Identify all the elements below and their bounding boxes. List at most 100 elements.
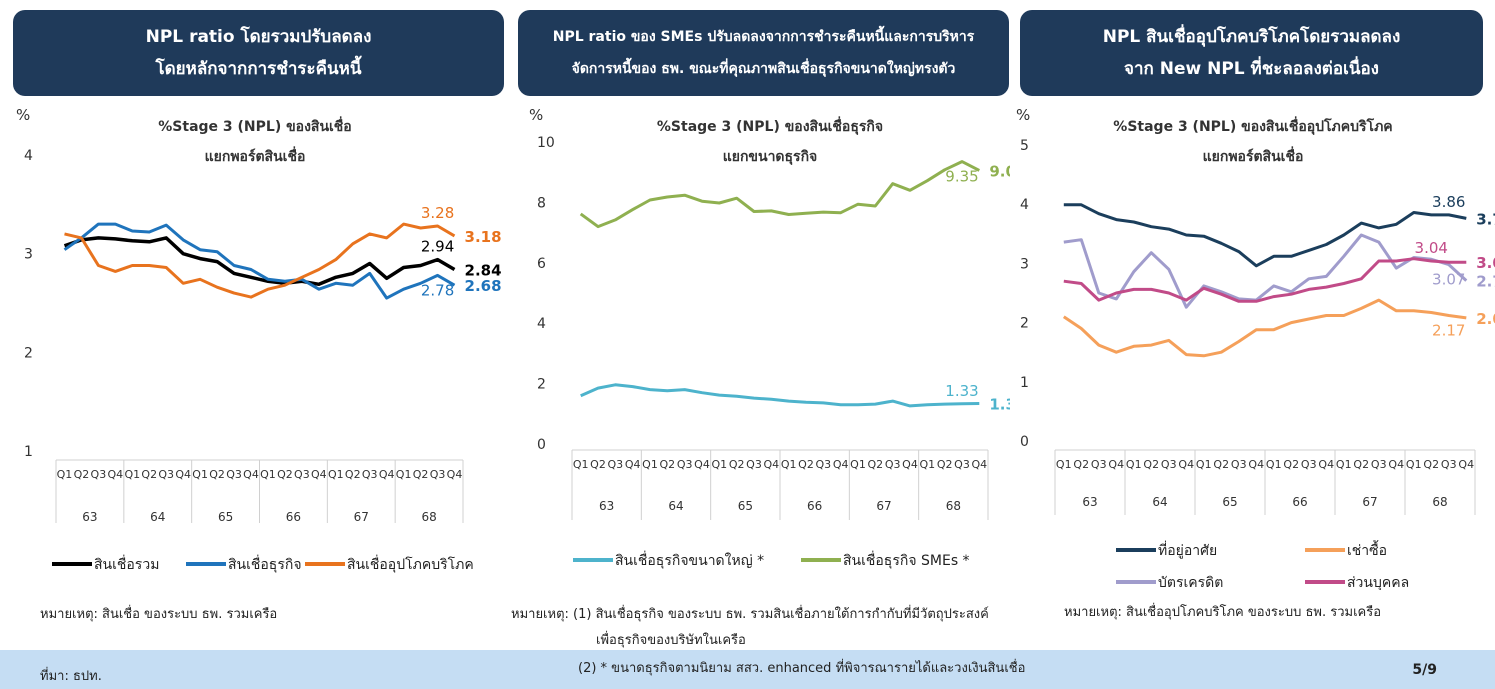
header-panel-2: NPL ratio ของ SMEs ปรับลดลงจากการชำระคืน… [518, 10, 1009, 96]
note-left: หมายเหตุ: สินเชื่อ ของระบบ ธพ. รวมเครือ [40, 607, 278, 622]
y-tick-label: 2 [537, 377, 546, 393]
y-unit-label: % [16, 106, 30, 124]
x-year-label: 65 [1222, 495, 1237, 509]
x-tick-label: Q4 [1458, 458, 1474, 471]
x-tick-label: Q4 [311, 468, 327, 481]
x-tick-label: Q2 [937, 458, 953, 471]
x-tick-label: Q3 [91, 468, 107, 481]
data-label: 2.78 [421, 281, 454, 299]
y-tick-label: 3 [24, 247, 33, 263]
y-tick-label: 5 [1020, 138, 1029, 154]
x-year-label: 64 [1152, 495, 1167, 509]
legend-label: สินเชื่อรวม [94, 555, 159, 573]
series-line [579, 160, 980, 229]
x-year-label: 63 [82, 510, 97, 524]
series-line [64, 222, 456, 299]
source-text: ที่มา: ธปท. [40, 669, 102, 684]
x-tick-label: Q1 [919, 458, 935, 471]
x-tick-label: Q2 [1423, 458, 1439, 471]
x-tick-label: Q3 [226, 468, 242, 481]
x-tick-label: Q4 [1248, 458, 1264, 471]
x-tick-label: Q2 [798, 458, 814, 471]
series-line [1063, 257, 1467, 303]
page-number: 5/9 [1412, 662, 1437, 678]
data-label: 3.07 [1432, 271, 1465, 289]
x-tick-label: Q2 [345, 468, 361, 481]
data-label: 3.28 [421, 204, 454, 222]
y-tick-label: 10 [537, 135, 555, 151]
chart-title-line1: %Stage 3 (NPL) ของสินเชื่อธุรกิจ [657, 116, 883, 135]
x-tick-label: Q1 [57, 468, 73, 481]
x-tick-label: Q1 [573, 458, 589, 471]
x-tick-label: Q2 [1143, 458, 1159, 471]
chart-title-line2: แยกขนาดธุรกิจ [723, 149, 818, 165]
x-tick-label: Q3 [607, 458, 623, 471]
series-line [63, 222, 456, 300]
x-tick-label: Q2 [277, 468, 293, 481]
x-year-label: 64 [668, 499, 683, 513]
y-tick-label: 6 [537, 256, 546, 272]
legend-label: สินเชื่ออุปโภคบริโภค [347, 555, 474, 573]
x-tick-label: Q1 [1126, 458, 1142, 471]
y-tick-label: 4 [1020, 197, 1029, 213]
x-tick-label: Q1 [711, 458, 727, 471]
x-year-label: 66 [807, 499, 822, 513]
legend-label: ส่วนบุคคล [1347, 575, 1409, 590]
header-panel-1: NPL ratio โดยรวมปรับลดลง โดยหลักจากการชำ… [13, 10, 504, 96]
data-label: 2.84 [465, 261, 502, 279]
x-tick-label: Q2 [1353, 458, 1369, 471]
x-tick-label: Q1 [192, 468, 208, 481]
x-tick-label: Q1 [124, 468, 140, 481]
data-label: 9.06 [989, 162, 1010, 180]
x-tick-label: Q1 [328, 468, 344, 481]
x-tick-label: Q4 [694, 458, 710, 471]
chart-npl-total: % %Stage 3 (NPL) ของสินเชื่อแยกพอร์ตสินเช… [16, 106, 502, 573]
footer-bar [0, 650, 1495, 689]
x-tick-label: Q3 [1371, 458, 1387, 471]
x-tick-label: Q1 [396, 468, 412, 481]
x-tick-label: Q4 [1108, 458, 1124, 471]
x-tick-label: Q3 [746, 458, 762, 471]
x-tick-label: Q2 [590, 458, 606, 471]
data-label: 2.08 [1476, 310, 1495, 328]
x-year-label: 65 [218, 510, 233, 524]
x-tick-label: Q3 [158, 468, 174, 481]
series-line [580, 383, 980, 408]
x-tick-label: Q4 [971, 458, 987, 471]
x-tick-label: Q3 [1231, 458, 1247, 471]
chart-npl-business: % %Stage 3 (NPL) ของสินเชื่อธุรกิจแยกขนาด… [529, 106, 1010, 569]
x-tick-label: Q1 [781, 458, 797, 471]
x-tick-label: Q3 [954, 458, 970, 471]
x-tick-label: Q2 [867, 458, 883, 471]
x-tick-label: Q3 [1161, 458, 1177, 471]
x-tick-label: Q2 [659, 458, 675, 471]
data-label: 3.04 [1415, 239, 1448, 257]
y-tick-label: 3 [1020, 256, 1029, 272]
data-label: 1.34 [989, 396, 1010, 414]
x-tick-label: Q3 [1441, 458, 1457, 471]
y-tick-label: 1 [24, 444, 33, 460]
x-tick-label: Q3 [885, 458, 901, 471]
y-tick-label: 2 [24, 345, 33, 361]
chart-title-line2: แยกพอร์ตสินเชื่อ [205, 146, 306, 165]
x-year-label: 67 [354, 510, 369, 524]
chart-title-line2: แยกพอร์ตสินเชื่อ [1203, 146, 1304, 165]
x-tick-label: Q3 [677, 458, 693, 471]
data-label: 3.86 [1432, 193, 1465, 211]
x-tick-label: Q1 [1056, 458, 1072, 471]
data-label: 9.35 [945, 168, 978, 186]
header-3-line2: จาก New NPL ที่ชะลอลงต่อเนื่อง [1124, 59, 1379, 79]
note-middle-3: (2) * ขนาดธุรกิจตามนิยาม สสว. enhanced ท… [578, 661, 1026, 676]
x-tick-label: Q2 [74, 468, 90, 481]
x-year-label: 67 [876, 499, 891, 513]
x-year-label: 68 [1432, 495, 1447, 509]
x-tick-label: Q2 [209, 468, 225, 481]
legend-label: ที่อยู่อาศัย [1158, 541, 1217, 559]
y-tick-label: 2 [1020, 316, 1029, 332]
header-3-line1: NPL สินเชื่ออุปโภคบริโภคโดยรวมลดลง [1102, 27, 1401, 47]
x-tick-label: Q4 [902, 458, 918, 471]
x-tick-label: Q1 [850, 458, 866, 471]
x-year-label: 67 [1362, 495, 1377, 509]
legend-label: บัตรเครดิต [1158, 575, 1223, 590]
legend-label: สินเชื่อธุรกิจ SMEs * [843, 551, 970, 569]
